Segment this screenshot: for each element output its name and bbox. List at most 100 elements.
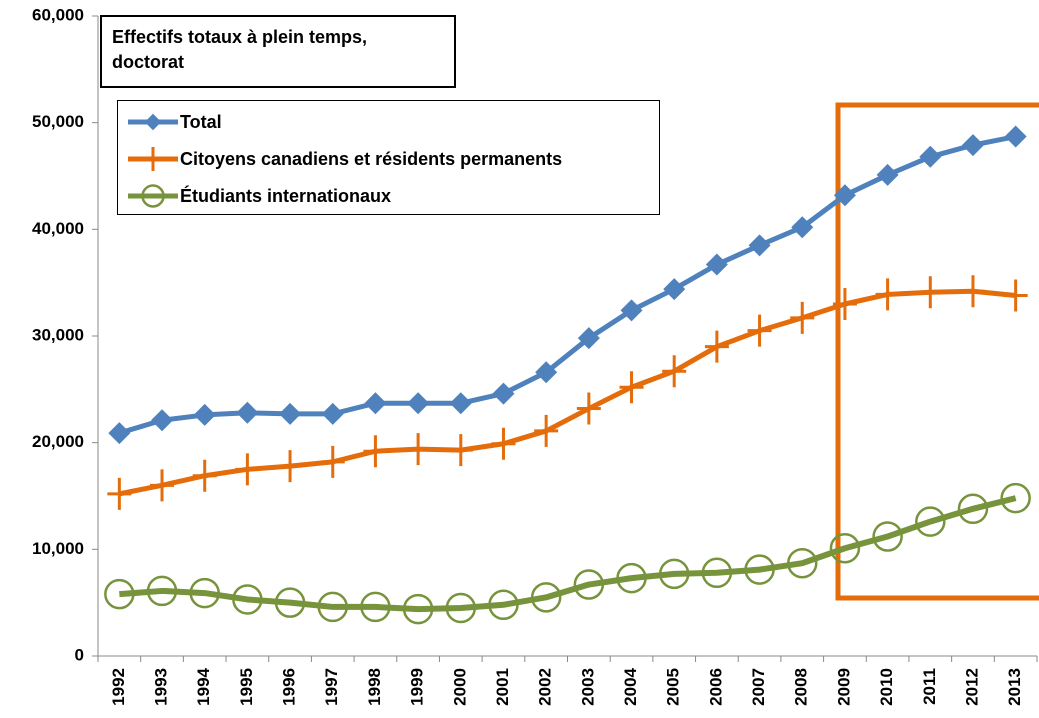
x-tick-label: 2003 [578,668,597,706]
marker [402,593,434,625]
marker [790,301,815,334]
marker [535,361,558,384]
x-tick-label: 1998 [365,668,384,706]
marker [407,392,430,415]
marker [321,402,344,425]
marker [279,402,302,425]
marker [619,371,644,404]
x-tick-label: 2007 [749,668,768,706]
marker [787,547,818,579]
x-tick-label: 1995 [237,668,256,706]
marker [748,234,771,257]
marker [832,288,857,320]
marker [577,327,600,350]
legend-label: Citoyens canadiens et résidents permanen… [180,148,563,169]
marker [189,577,220,609]
x-tick-label: 2000 [450,668,469,706]
marker [104,578,135,610]
y-tick-label: 50,000 [32,112,84,131]
marker [704,330,729,363]
marker [918,276,943,309]
marker [107,477,132,510]
legend-item: Étudiants internationaux [126,181,391,211]
highlight-box [835,102,1039,601]
series-line [118,134,1017,436]
marker [144,113,162,131]
y-tick-label: 10,000 [32,539,84,558]
marker [150,469,175,502]
marker [317,591,348,623]
marker [875,278,900,311]
x-tick-label: 1992 [109,668,128,706]
marker [791,216,814,239]
legend: Total Citoyens canadiens et résidents per… [117,100,660,215]
x-tick-label: 2005 [664,668,683,706]
marker [108,422,131,445]
marker [274,587,306,618]
x-tick-label: 1994 [194,667,213,705]
marker [1000,482,1031,514]
x-tick-label: 2010 [877,668,896,706]
x-tick-label: 2009 [834,668,853,706]
marker [663,278,686,301]
marker [232,584,263,615]
y-tick-label: 40,000 [32,219,84,238]
series-line [119,495,1017,613]
marker [876,163,899,186]
x-tick-label: 1997 [322,668,341,706]
marker [833,184,856,207]
marker [236,401,259,424]
marker [235,453,260,486]
x-tick-label: 2012 [962,668,981,706]
x-tick-label: 1996 [280,668,299,706]
marker [146,575,178,607]
marker [616,562,647,594]
marker [961,134,984,157]
x-tick-label: 2011 [920,668,939,705]
marker [192,459,217,492]
marker [488,589,519,621]
marker [573,569,605,600]
y-tick-label: 60,000 [32,5,84,24]
marker [747,314,772,347]
legend-label: Total [180,111,222,132]
marker [915,506,946,537]
marker [363,435,388,468]
marker [662,355,687,388]
marker [960,275,985,308]
marker [492,382,515,405]
marker [491,427,516,460]
marker [530,582,562,613]
marker [576,392,601,425]
marker [193,403,216,426]
marker [449,392,472,415]
legend-swatch [128,113,178,131]
marker [320,445,345,478]
marker [445,592,477,624]
marker [534,414,559,447]
series-line [118,288,1016,497]
marker [957,493,989,525]
legend-label: Étudiants internationaux [180,185,392,206]
marker [406,433,431,466]
x-tick-label: 2001 [493,668,512,706]
marker [658,558,690,590]
marker [744,554,775,585]
y-tick-label: 20,000 [32,432,84,451]
marker [144,147,162,171]
x-tick-label: 2002 [536,668,555,706]
x-tick-label: 1993 [152,668,171,706]
legend-swatch [128,184,178,208]
marker [919,145,942,168]
marker [141,184,165,208]
legend-item: Total [126,107,222,137]
x-tick-label: 2013 [1005,668,1024,706]
marker [360,591,391,623]
marker [1004,125,1027,148]
x-tick-label: 2008 [792,668,811,706]
legend-item: Citoyens canadiens et résidents permanen… [126,144,562,174]
marker [872,521,903,552]
marker [705,253,728,276]
